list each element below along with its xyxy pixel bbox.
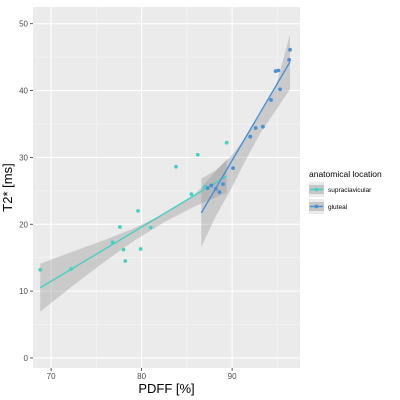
data-point-gluteal: [231, 166, 235, 171]
y-tick-label: 50: [19, 20, 28, 29]
data-point-gluteal: [287, 57, 292, 62]
data-point-gluteal: [253, 126, 258, 130]
data-point-gluteal: [276, 68, 281, 73]
data-point-supraclavicular: [136, 208, 140, 213]
y-tick-label: 10: [19, 287, 28, 296]
data-points: [38, 47, 292, 272]
panel-background: [33, 7, 300, 368]
data-point-supraclavicular: [123, 259, 128, 263]
data-point-gluteal: [288, 47, 292, 52]
x-axis-title: PDFF [%]: [138, 381, 194, 396]
confidence-bands: [40, 34, 290, 312]
y-tick-label: 30: [19, 153, 28, 162]
y-tick-label: 20: [19, 220, 28, 229]
legend-title: anatomical location: [309, 169, 382, 179]
x-axis-ticks: 70 80 90: [47, 368, 237, 381]
legend-key-gluteal: [309, 199, 324, 214]
data-point-gluteal: [260, 124, 265, 129]
y-axis-ticks: 0 10 20 30 40 50: [19, 20, 33, 363]
minor-gridlines: [33, 7, 300, 368]
major-gridlines: [33, 7, 300, 368]
y-axis-title: T2* [ms]: [0, 163, 15, 211]
legend-label-supraclavicular: supraclavicular: [328, 187, 372, 194]
data-point-gluteal: [213, 186, 218, 191]
x-tick-label: 80: [137, 372, 146, 381]
data-point-supraclavicular: [38, 267, 43, 272]
y-tick-label: 40: [19, 87, 28, 96]
data-point-supraclavicular: [121, 247, 126, 252]
legend: anatomical location supraclavicular glut…: [309, 169, 382, 214]
legend-key-supraclavicular: [309, 182, 324, 197]
data-point-supraclavicular: [224, 140, 229, 145]
legend-key-point: [314, 204, 319, 209]
data-point-gluteal: [217, 190, 222, 195]
confidence-band-gluteal: [201, 34, 290, 248]
data-point-supraclavicular: [138, 247, 143, 251]
data-point-gluteal: [221, 182, 225, 187]
x-tick-label: 90: [228, 372, 237, 381]
data-point-gluteal: [205, 186, 210, 191]
data-point-supraclavicular: [69, 267, 73, 271]
data-point-gluteal: [278, 87, 282, 92]
data-point-supraclavicular: [117, 225, 122, 229]
x-tick-label: 70: [47, 372, 56, 381]
confidence-band-supraclavicular: [40, 159, 227, 312]
data-point-supraclavicular: [110, 240, 115, 245]
data-point-gluteal: [209, 183, 214, 188]
data-point-gluteal: [269, 98, 273, 102]
data-point-supraclavicular: [189, 192, 194, 197]
legend-key-point: [314, 187, 319, 192]
data-point-supraclavicular: [174, 164, 178, 169]
legend-label-gluteal: gluteal: [328, 204, 348, 211]
y-tick-label: 0: [24, 354, 29, 363]
data-point-supraclavicular: [148, 225, 153, 230]
data-point-supraclavicular: [195, 152, 200, 157]
data-point-gluteal: [248, 134, 253, 139]
